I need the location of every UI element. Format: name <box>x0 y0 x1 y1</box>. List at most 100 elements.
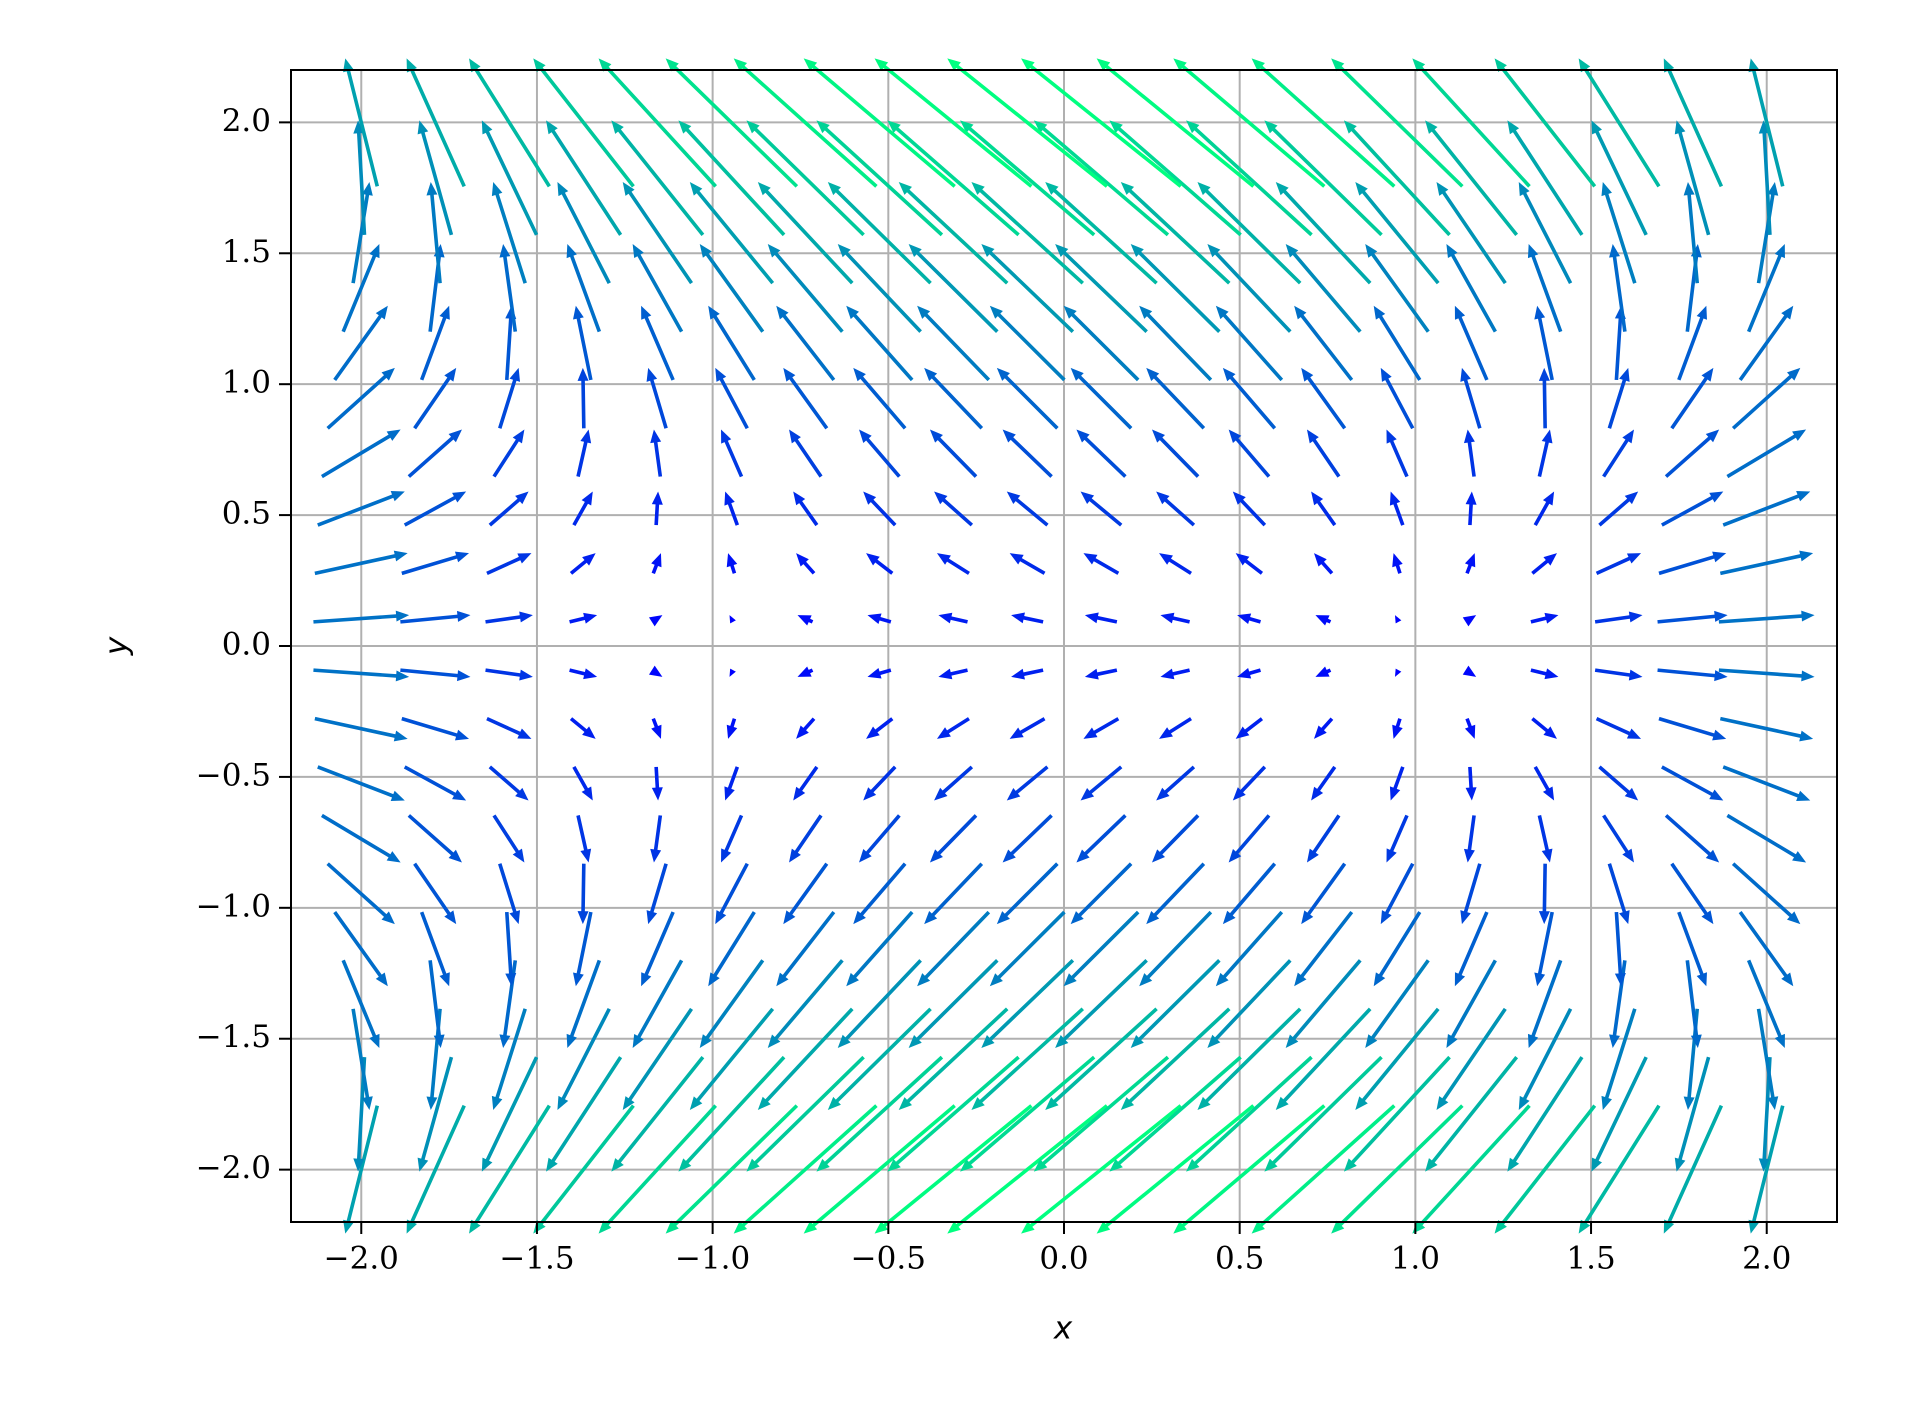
arrow <box>1726 813 1807 863</box>
arrow <box>947 1104 1109 1234</box>
arrow <box>1595 717 1642 739</box>
arrow <box>1718 610 1815 624</box>
y-tick-label: 1.5 <box>222 234 271 270</box>
arrow <box>1070 862 1133 925</box>
arrow <box>1365 243 1430 333</box>
arrow <box>598 58 718 188</box>
arrow <box>1306 814 1341 863</box>
arrow <box>1070 367 1133 430</box>
arrow <box>1722 491 1811 527</box>
arrow <box>1237 667 1261 679</box>
arrow <box>1285 959 1362 1049</box>
arrow <box>1527 959 1563 1049</box>
arrow <box>1313 717 1334 739</box>
arrow <box>1130 959 1221 1049</box>
arrow <box>1207 959 1292 1049</box>
arrow <box>1120 1007 1231 1110</box>
arrow <box>417 1056 454 1172</box>
arrow <box>1748 1105 1785 1234</box>
arrow <box>632 959 684 1049</box>
arrow <box>569 612 598 624</box>
arrow <box>1425 1055 1519 1172</box>
y-tick-label: −1.5 <box>196 1019 271 1055</box>
arrow <box>1756 1008 1779 1110</box>
x-tick-label: 1.0 <box>1391 1241 1440 1277</box>
arrow <box>1159 553 1192 575</box>
arrow <box>341 243 380 333</box>
arrow <box>1207 243 1292 333</box>
arrow <box>1462 615 1477 627</box>
arrow <box>1096 1104 1255 1234</box>
arrow <box>733 1104 878 1234</box>
arrow <box>1343 1055 1451 1172</box>
arrow <box>1494 58 1597 188</box>
arrow <box>651 491 663 526</box>
arrow <box>837 243 922 333</box>
arrow <box>1530 668 1559 680</box>
arrow <box>576 815 592 863</box>
arrow <box>1531 553 1557 575</box>
arrow <box>960 120 1096 237</box>
arrow <box>481 120 539 236</box>
arrow <box>1614 305 1626 381</box>
arrow <box>577 863 589 925</box>
arrow <box>757 182 854 285</box>
arrow <box>577 367 589 429</box>
arrow <box>757 1007 854 1110</box>
arrow <box>1746 243 1785 333</box>
arrow <box>650 815 663 863</box>
arrow <box>1465 766 1477 801</box>
arrow <box>1160 612 1190 624</box>
arrow <box>846 305 914 382</box>
x-tick-label: −1.0 <box>675 1241 750 1277</box>
arrow <box>1658 716 1727 741</box>
arrow <box>929 429 978 478</box>
arrow <box>898 182 1009 285</box>
y-tick-label: 2.0 <box>222 103 271 139</box>
arrow <box>1609 243 1627 332</box>
arrow <box>313 668 410 682</box>
arrow <box>715 367 749 430</box>
arrow <box>1463 815 1476 863</box>
arrow <box>1139 305 1213 382</box>
arrow <box>407 429 462 478</box>
arrow <box>486 553 532 575</box>
arrow <box>746 1055 865 1172</box>
arrow <box>400 610 471 624</box>
arrow <box>1080 491 1123 527</box>
arrow <box>1197 1007 1302 1110</box>
arrow <box>1084 668 1118 680</box>
arrow <box>1237 613 1261 625</box>
arrow <box>351 182 373 284</box>
arrow <box>1595 553 1642 575</box>
arrow <box>641 305 675 381</box>
arrow <box>665 1104 799 1234</box>
arrow <box>724 491 740 526</box>
arrow <box>1533 766 1555 801</box>
arrow <box>793 491 819 527</box>
arrow <box>971 182 1084 285</box>
arrow <box>1232 765 1267 801</box>
arrow <box>648 615 663 627</box>
arrow <box>1156 765 1196 801</box>
arrow <box>1009 717 1046 739</box>
arrow <box>789 429 823 478</box>
arrow <box>632 243 684 333</box>
arrow <box>533 1104 635 1234</box>
arrow <box>908 243 999 333</box>
x-tick-label: −1.5 <box>499 1241 574 1277</box>
y-tick-label: 0.0 <box>222 627 271 663</box>
arrow <box>1464 553 1476 574</box>
arrow <box>1033 1055 1170 1172</box>
arrow <box>699 959 765 1049</box>
arrow <box>1313 553 1334 575</box>
arrow <box>1719 550 1814 576</box>
arrow <box>874 1104 1033 1234</box>
arrow <box>498 863 521 925</box>
arrow <box>1002 814 1053 863</box>
arrow <box>1294 910 1354 987</box>
arrow <box>863 765 897 801</box>
arrow <box>1578 1104 1661 1234</box>
arrow <box>1173 58 1326 188</box>
